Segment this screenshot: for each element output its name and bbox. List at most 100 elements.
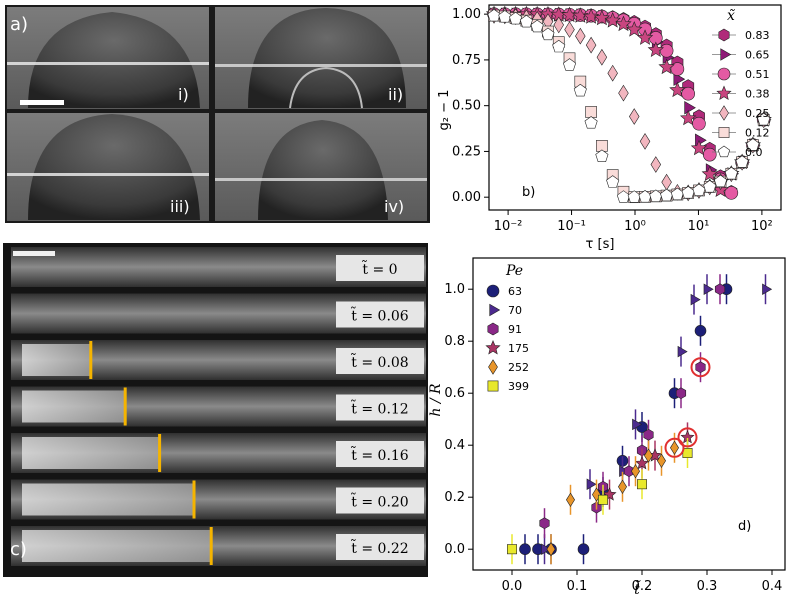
legend-label-b: 0.51	[745, 68, 770, 81]
legend-marker-b	[717, 145, 731, 158]
x-tick-label-b: 10¹	[688, 219, 710, 234]
data-point-b	[552, 39, 566, 53]
data-point-b	[572, 7, 589, 23]
photo-label-i: i)	[178, 85, 189, 104]
photo-label-ii: ii)	[388, 85, 403, 104]
time-label: t̃ = 0.20	[351, 491, 409, 510]
legend-marker-b	[716, 85, 732, 100]
highlight-circle	[677, 427, 698, 448]
y-tick-label-b: 0.50	[452, 99, 481, 114]
legend-marker-d	[485, 340, 501, 355]
data-point-b	[714, 174, 728, 188]
legend-title-b: x̃	[727, 8, 735, 24]
data-point-b	[684, 101, 696, 115]
y-tick-label-d: 0.8	[444, 334, 465, 349]
legend-marker-d	[488, 359, 498, 375]
data-point-d	[714, 283, 726, 296]
data-point-b	[639, 133, 651, 150]
legend-label-d: 70	[508, 304, 522, 317]
data-point-b	[606, 175, 620, 188]
data-point-b	[596, 48, 608, 66]
data-point-b	[647, 41, 664, 57]
data-point-b	[541, 27, 555, 41]
image-strip: t̃ = 0.20	[11, 479, 426, 520]
front-marker	[158, 434, 162, 472]
data-point-d	[762, 283, 773, 295]
panel-b-label: b)	[522, 185, 535, 200]
y-tick-label-d: 0.6	[444, 386, 465, 401]
data-point-b	[724, 186, 739, 200]
x-tick-label-b: 10⁻¹	[557, 219, 586, 234]
series-d	[539, 274, 726, 539]
legend-marker-b	[718, 127, 730, 138]
panel-d-label: d)	[738, 519, 751, 534]
image-strip: t̃ = 0	[11, 247, 426, 287]
x-tick-label-d: 0.4	[762, 579, 783, 594]
time-label: t̃ = 0.12	[351, 398, 409, 417]
droplet-photo-iii	[7, 113, 209, 221]
data-point-d	[519, 543, 531, 556]
legend-label-b: 0.83	[745, 29, 770, 42]
front-marker	[192, 480, 196, 519]
legend-marker-d	[487, 380, 499, 392]
image-strip: t̃ = 0.22	[11, 526, 426, 566]
axis-label-b-y: g₂ − 1	[437, 90, 452, 131]
legend-label-b: 0.38	[745, 88, 770, 101]
x-tick-label-d: 0.2	[632, 579, 653, 594]
data-point-b	[607, 64, 618, 82]
front-marker	[89, 341, 93, 379]
y-tick-label-d: 1.0	[444, 282, 465, 297]
data-point-d	[618, 479, 627, 494]
legend-label-d: 175	[508, 342, 529, 355]
highlight-circle	[664, 437, 685, 458]
series-d	[507, 438, 693, 565]
series-d	[546, 432, 679, 565]
plot-frame-d	[472, 257, 786, 571]
data-point-b	[636, 29, 654, 45]
legend-label-d: 63	[508, 285, 522, 298]
front-marker	[209, 527, 213, 565]
data-point-b	[595, 149, 609, 162]
y-tick-label-b: 0.25	[452, 144, 481, 159]
legend-marker-b	[720, 48, 732, 61]
data-point-d	[577, 543, 590, 556]
data-point-b	[669, 81, 686, 98]
data-point-b	[692, 183, 706, 197]
data-point-b	[519, 14, 533, 28]
axis-label-d-y: h / R	[428, 383, 444, 417]
series-b	[487, 8, 771, 203]
time-label-box	[336, 255, 424, 281]
data-point-b	[659, 43, 674, 58]
y-tick-label-d: 0.0	[444, 542, 465, 557]
data-point-b	[626, 21, 643, 37]
data-point-d	[670, 440, 679, 455]
time-label: t̃ = 0	[362, 259, 398, 278]
data-point-d	[643, 428, 654, 441]
legend-marker-b	[718, 28, 730, 42]
data-point-b	[735, 155, 749, 168]
data-point-d	[539, 517, 550, 530]
highlight-circle	[690, 357, 711, 378]
data-point-d	[632, 418, 643, 431]
time-label-box	[336, 301, 424, 328]
y-tick-label-b: 0.75	[452, 53, 481, 68]
data-point-b	[584, 116, 598, 129]
data-point-d	[507, 544, 517, 555]
legend-marker-d	[486, 284, 500, 298]
legend-marker-d	[489, 303, 501, 317]
droplet-photo-ii	[215, 7, 427, 109]
legend-label-d: 252	[508, 361, 529, 374]
data-point-b	[604, 12, 621, 28]
front-marker	[123, 387, 127, 426]
data-point-d	[566, 492, 575, 507]
y-tick-label-d: 0.2	[444, 490, 465, 505]
time-label: t̃ = 0.16	[351, 445, 409, 464]
droplet-photo-iv	[215, 113, 427, 221]
photo-label-iv: iv)	[384, 197, 404, 216]
axis-label-b-x: τ [s]	[586, 237, 615, 252]
x-tick-label-b: 10²	[751, 219, 773, 234]
data-point-b	[562, 58, 577, 71]
photo-label-iii: iii)	[170, 197, 190, 216]
time-label: t̃ = 0.22	[351, 538, 409, 557]
panel-c-front-images: t̃ = 0 t̃ = 0.06 t̃ = 0.08 t̃ = 0.12 t̃ = 0.…	[3, 243, 428, 577]
